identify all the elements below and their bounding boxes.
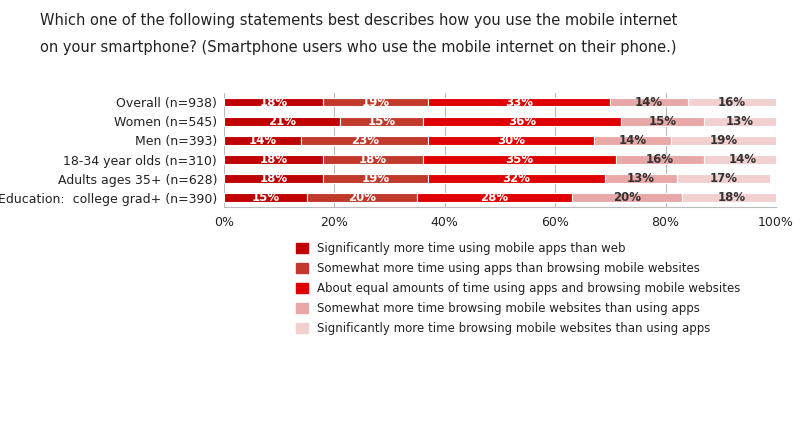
Text: 13%: 13% [726, 115, 754, 128]
Bar [418, 194, 572, 202]
Bar [307, 194, 418, 202]
Bar [704, 155, 782, 164]
Text: 28%: 28% [481, 191, 509, 204]
Bar [622, 117, 704, 126]
Text: 15%: 15% [251, 191, 279, 204]
Text: 14%: 14% [635, 96, 663, 108]
Text: 20%: 20% [613, 191, 641, 204]
Text: 33%: 33% [506, 96, 534, 108]
Text: 21%: 21% [268, 115, 296, 128]
Text: 19%: 19% [362, 96, 390, 108]
Text: 18%: 18% [260, 96, 288, 108]
Bar [688, 98, 776, 106]
Bar [224, 194, 307, 202]
Text: 16%: 16% [718, 96, 746, 108]
Text: 14%: 14% [249, 134, 277, 147]
Bar [428, 174, 605, 183]
Text: 36%: 36% [508, 115, 536, 128]
Bar [610, 98, 688, 106]
Text: 32%: 32% [502, 172, 530, 185]
Text: 19%: 19% [710, 134, 738, 147]
Text: 18%: 18% [260, 153, 288, 166]
Text: 15%: 15% [649, 115, 677, 128]
Legend: Significantly more time using mobile apps than web, Somewhat more time using app: Significantly more time using mobile app… [296, 242, 741, 335]
Text: 15%: 15% [367, 115, 395, 128]
Bar [323, 174, 428, 183]
Text: 13%: 13% [626, 172, 654, 185]
Bar [605, 174, 677, 183]
Bar [682, 194, 782, 202]
Text: 14%: 14% [729, 153, 757, 166]
Bar [422, 117, 622, 126]
Bar [224, 98, 323, 106]
Text: 18%: 18% [260, 172, 288, 185]
Bar [422, 155, 616, 164]
Text: 14%: 14% [618, 134, 646, 147]
Bar [428, 98, 610, 106]
Bar [704, 117, 776, 126]
Bar [323, 155, 422, 164]
Bar [323, 98, 428, 106]
Bar [677, 174, 770, 183]
Text: 20%: 20% [348, 191, 376, 204]
Bar [428, 136, 594, 145]
Bar [224, 155, 323, 164]
Text: Which one of the following statements best describes how you use the mobile inte: Which one of the following statements be… [40, 13, 678, 28]
Bar [616, 155, 704, 164]
Text: on your smartphone? (Smartphone users who use the mobile internet on their phone: on your smartphone? (Smartphone users wh… [40, 40, 677, 55]
Text: 18%: 18% [718, 191, 746, 204]
Bar [224, 117, 340, 126]
Bar [224, 174, 323, 183]
Text: 16%: 16% [646, 153, 674, 166]
Text: 35%: 35% [506, 153, 534, 166]
Bar [671, 136, 776, 145]
Bar [302, 136, 428, 145]
Text: 18%: 18% [359, 153, 387, 166]
Text: 19%: 19% [362, 172, 390, 185]
Text: 23%: 23% [350, 134, 378, 147]
Bar [340, 117, 422, 126]
Bar [224, 136, 302, 145]
Text: 30%: 30% [497, 134, 525, 147]
Bar [594, 136, 671, 145]
Bar [572, 194, 682, 202]
Text: 17%: 17% [710, 172, 738, 185]
